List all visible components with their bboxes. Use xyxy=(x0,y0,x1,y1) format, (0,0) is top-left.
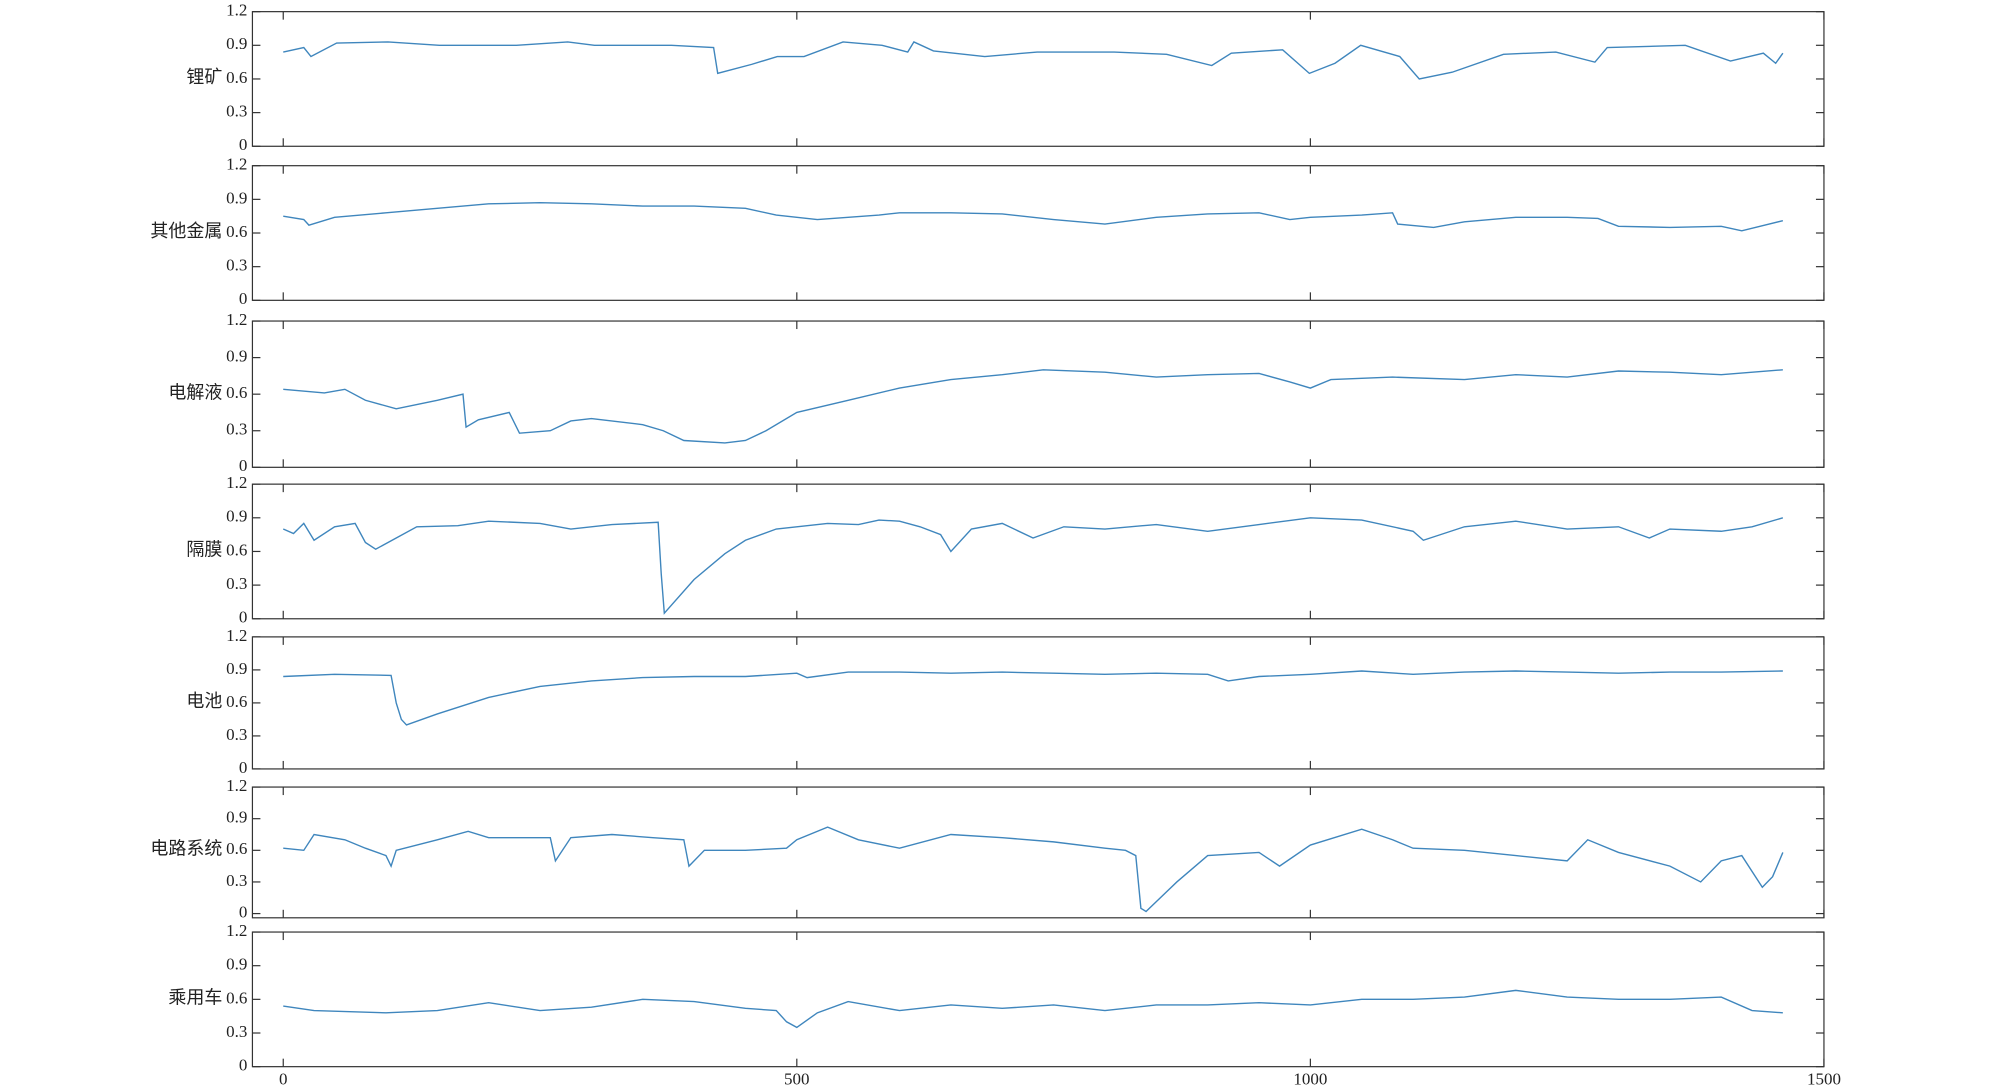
y-tick-label: 0.3 xyxy=(226,574,247,593)
axes-frame xyxy=(251,320,1825,468)
y-tick-label: 0.6 xyxy=(226,540,247,559)
data-line xyxy=(283,826,1784,913)
y-tick-label: 0.6 xyxy=(226,222,247,241)
y-tick-label: 0.6 xyxy=(226,383,247,402)
axes-frame xyxy=(251,636,1825,770)
y-axis-label: 电路系统 xyxy=(150,838,222,858)
y-tick-label: 0.3 xyxy=(226,102,247,121)
data-line xyxy=(283,989,1783,1029)
data-line xyxy=(283,670,1783,726)
y-axis-label: 电解液 xyxy=(168,382,222,402)
x-tick-label: 1500 xyxy=(1807,1070,1841,1086)
y-tick-label: 0.3 xyxy=(226,725,247,744)
y-axis-label: 其他金属 xyxy=(150,221,222,241)
y-tick-label: 1.2 xyxy=(226,155,247,174)
y-tick-label: 1.2 xyxy=(226,1,247,20)
axes-frame xyxy=(251,483,1825,620)
y-tick-label: 0.3 xyxy=(226,420,247,439)
y-tick-label: 0 xyxy=(239,289,248,308)
y-tick-label: 0.9 xyxy=(226,507,247,526)
y-tick-label: 0.9 xyxy=(226,347,247,366)
y-tick-label: 0 xyxy=(239,456,248,475)
y-tick-label: 0.3 xyxy=(226,256,247,275)
y-tick-label: 0.9 xyxy=(226,659,247,678)
y-tick-label: 1.2 xyxy=(226,310,247,329)
y-tick-label: 1.2 xyxy=(226,473,247,492)
x-tick-label: 1000 xyxy=(1293,1070,1327,1086)
y-axis-label: 锂矿 xyxy=(186,67,222,87)
y-axis-label: 隔膜 xyxy=(186,540,222,560)
y-tick-label: 0.9 xyxy=(226,955,247,974)
data-line xyxy=(283,41,1784,80)
y-tick-label: 1.2 xyxy=(226,921,247,940)
axes-frame xyxy=(251,11,1825,147)
y-tick-label: 0.6 xyxy=(226,68,247,87)
y-tick-label: 0 xyxy=(239,608,248,627)
y-tick-label: 0.9 xyxy=(226,808,247,827)
y-tick-label: 1.2 xyxy=(226,626,247,645)
y-tick-label: 0 xyxy=(239,758,248,777)
x-tick-label: 500 xyxy=(784,1070,810,1086)
axes-frame xyxy=(251,931,1825,1068)
y-tick-label: 0.3 xyxy=(226,1022,247,1041)
y-tick-label: 0.3 xyxy=(226,871,247,890)
data-line xyxy=(283,369,1783,444)
y-axis-label: 电池 xyxy=(186,691,222,711)
y-tick-label: 0.6 xyxy=(226,692,247,711)
y-tick-label: 0.6 xyxy=(226,839,247,858)
y-tick-label: 0.6 xyxy=(226,988,247,1007)
y-axis-label: 乘用车 xyxy=(168,987,222,1007)
y-tick-label: 0.9 xyxy=(226,188,247,207)
axes-frame xyxy=(251,786,1825,919)
data-line xyxy=(283,202,1784,232)
y-tick-label: 0 xyxy=(239,902,248,921)
axes-frame xyxy=(251,165,1825,301)
data-line xyxy=(282,517,1784,615)
x-tick-label: 0 xyxy=(279,1070,288,1086)
y-tick-label: 0 xyxy=(239,1056,248,1075)
y-tick-label: 1.2 xyxy=(226,776,247,795)
y-tick-label: 0 xyxy=(239,135,248,154)
y-tick-label: 0.9 xyxy=(226,34,247,53)
